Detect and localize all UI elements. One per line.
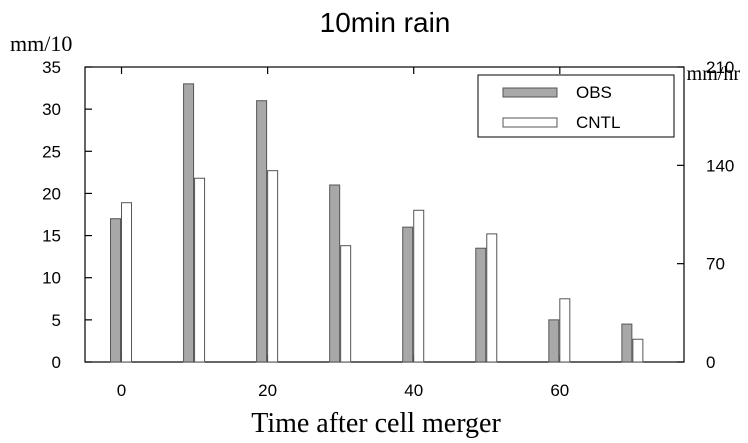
cntl-bar xyxy=(267,170,279,363)
obs-bar xyxy=(256,100,268,363)
cntl-bar xyxy=(340,245,352,363)
left-y-tick-label: 5 xyxy=(52,311,61,330)
x-tick-label: 40 xyxy=(404,381,423,400)
left-axis-unit-label: mm/10 xyxy=(10,31,72,56)
obs-bar xyxy=(329,184,341,363)
right-axis-unit-label: mm/hr xyxy=(687,63,741,85)
left-y-tick-label: 30 xyxy=(42,100,61,119)
legend-swatch-obs xyxy=(502,87,558,98)
obs-bar xyxy=(475,247,487,363)
obs-bar xyxy=(621,323,633,363)
legend-label-obs: OBS xyxy=(576,83,612,102)
right-y-tick-label: 70 xyxy=(706,255,725,274)
legend: OBS CNTL xyxy=(477,74,675,138)
bars xyxy=(110,83,644,363)
cntl-bar xyxy=(194,177,206,363)
cntl-bar xyxy=(559,298,571,363)
obs-bar xyxy=(183,83,195,363)
right-y-tick-label: 210 xyxy=(706,58,734,77)
left-y-tick-label: 35 xyxy=(42,58,61,77)
left-y-tick-label: 25 xyxy=(42,142,61,161)
obs-bar xyxy=(110,218,122,363)
axes: 0 5 10 15 20 25 30 35 0 70 140 210 0 20 40 60 xyxy=(42,58,734,400)
plot-frame xyxy=(84,66,685,363)
cntl-bar xyxy=(413,209,425,363)
right-y-tick-label: 140 xyxy=(706,156,734,175)
x-tick-label: 20 xyxy=(258,381,277,400)
cntl-bar xyxy=(632,338,644,363)
left-y-tick-label: 15 xyxy=(42,227,61,246)
cntl-bar xyxy=(486,233,498,363)
x-tick-label: 0 xyxy=(117,381,126,400)
left-y-tick-label: 0 xyxy=(52,353,61,372)
obs-bar xyxy=(402,226,414,363)
chart-title: 10min rain xyxy=(320,7,451,38)
x-tick-label: 60 xyxy=(550,381,569,400)
obs-bar xyxy=(548,319,560,363)
left-y-tick-label: 10 xyxy=(42,269,61,288)
legend-label-cntl: CNTL xyxy=(576,113,620,132)
right-y-tick-label: 0 xyxy=(706,353,715,372)
left-y-tick-label: 20 xyxy=(42,184,61,203)
x-axis-label: Time after cell merger xyxy=(251,408,501,439)
cntl-bar xyxy=(121,202,133,363)
legend-swatch-cntl xyxy=(502,117,558,128)
